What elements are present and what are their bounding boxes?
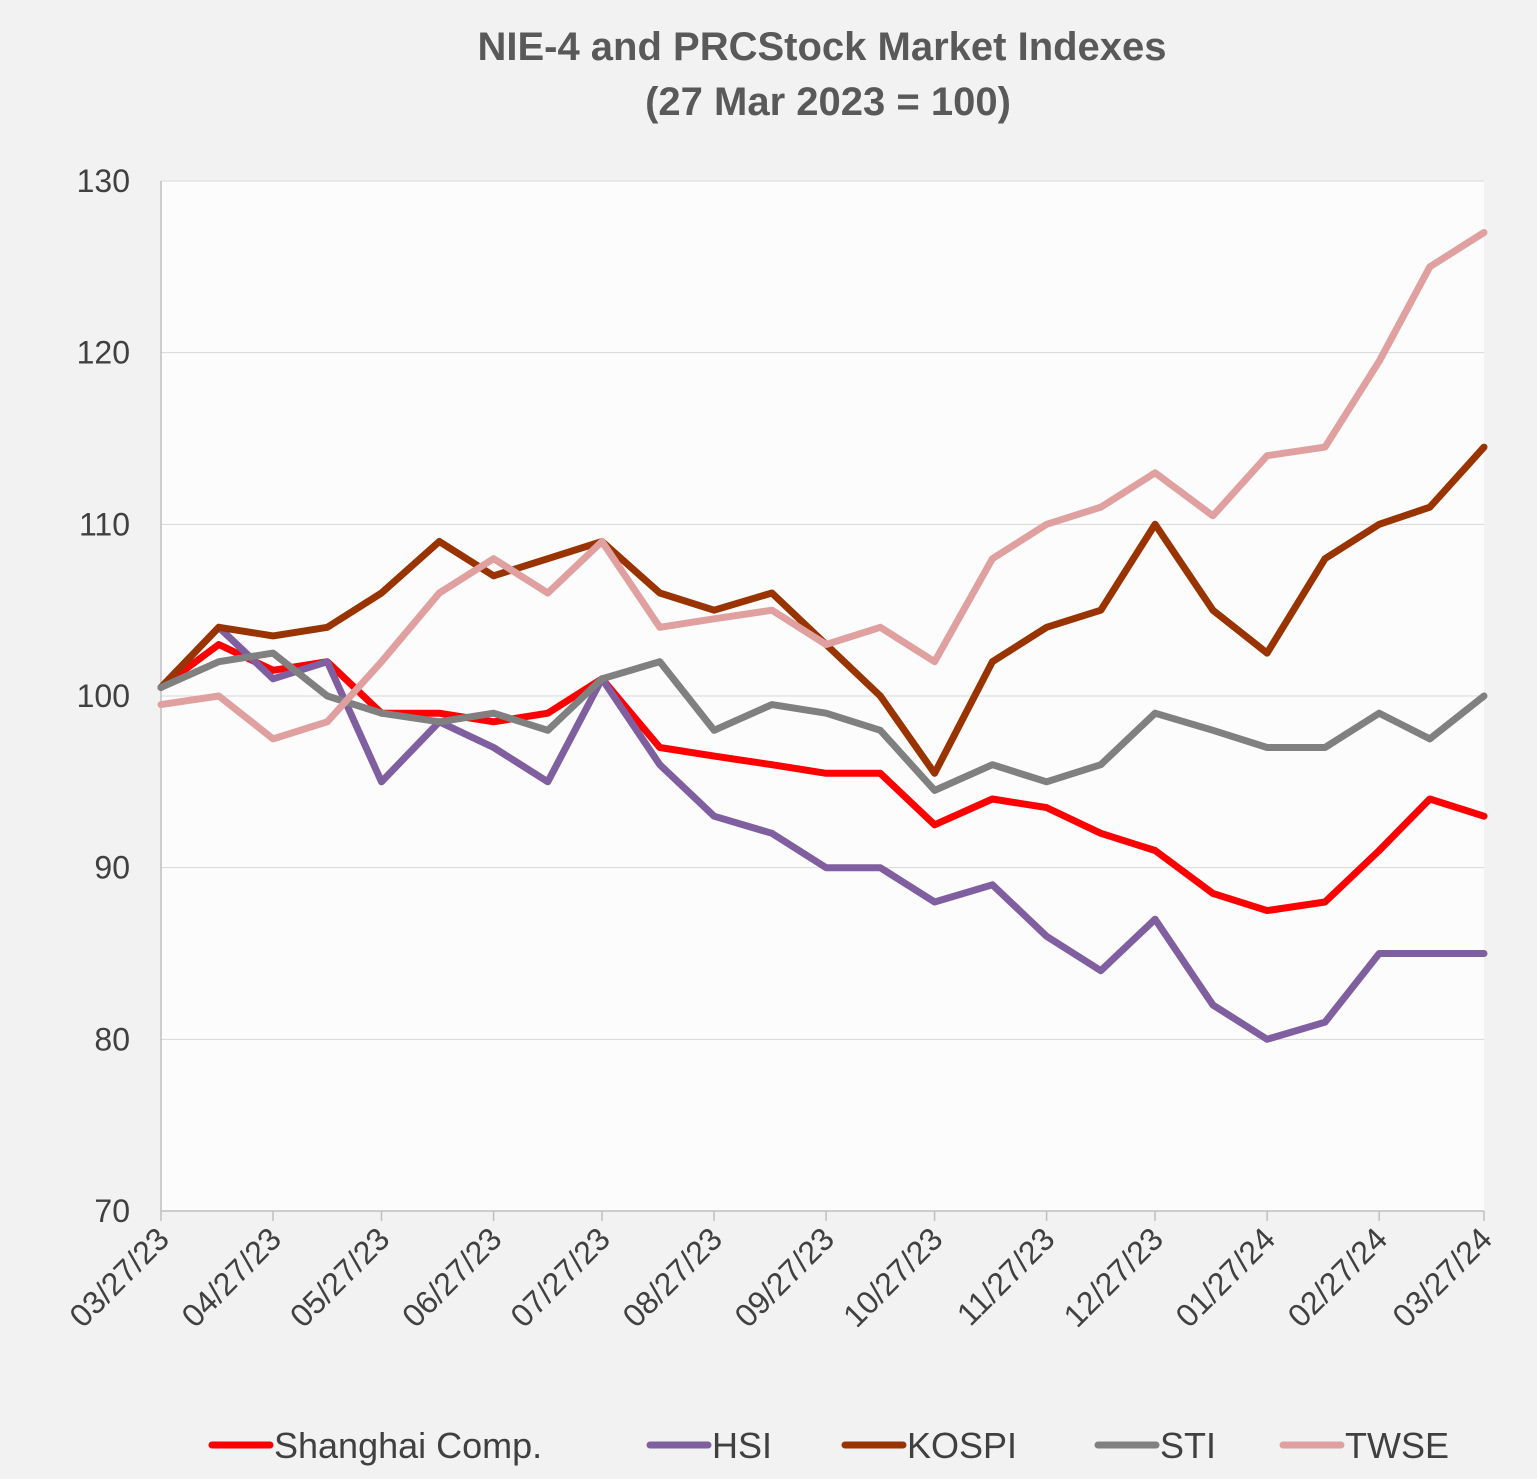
legend-label: TWSE	[1345, 1425, 1449, 1466]
legend-label: HSI	[712, 1425, 772, 1466]
y-tick-label: 100	[77, 678, 130, 714]
y-tick-label: 90	[94, 850, 130, 886]
y-tick-label: 70	[94, 1193, 130, 1229]
series-line	[157, 649, 1488, 794]
legend-label: STI	[1160, 1425, 1216, 1466]
series-line	[157, 229, 1488, 743]
y-tick-label: 80	[94, 1021, 130, 1057]
legend-label: Shanghai Comp.	[274, 1425, 542, 1466]
legend-label: KOSPI	[907, 1425, 1017, 1466]
chart-title: NIE-4 and PRCStock Market Indexes	[477, 25, 1166, 69]
chart-subtitle: (27 Mar 2023 = 100)	[645, 80, 1011, 124]
y-tick-label: 130	[77, 163, 130, 199]
series-line	[157, 623, 1488, 1043]
y-tick-label: 110	[79, 506, 130, 542]
y-tick-label: 120	[77, 335, 130, 371]
